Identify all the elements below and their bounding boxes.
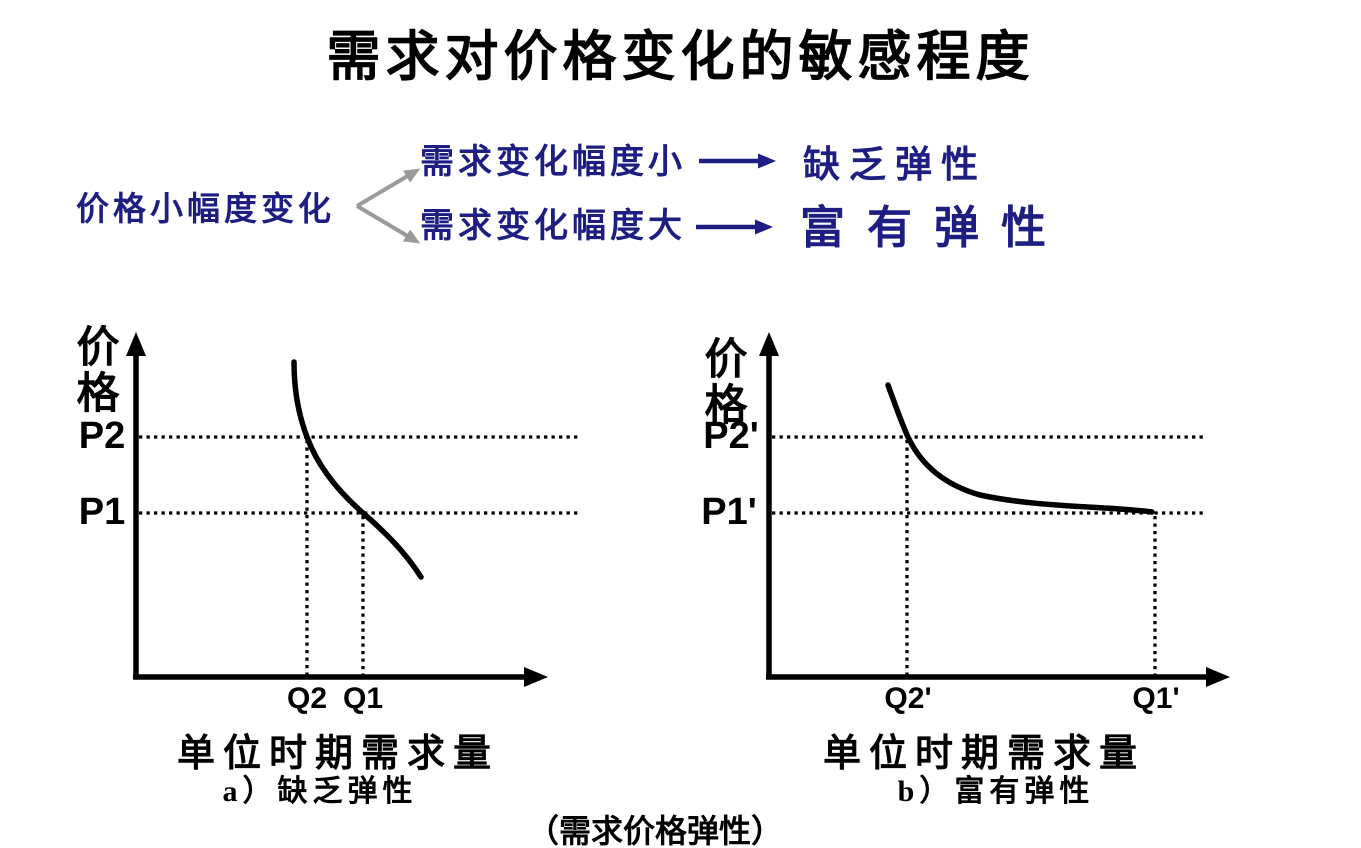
left-x-axis-caption: 单位时期需求量 xyxy=(176,733,499,775)
left-demand-curve xyxy=(291,359,424,580)
flow-result-elastic: 富有弹性 xyxy=(800,203,1069,253)
right-q1-label: Q1' xyxy=(1132,682,1180,715)
left-q2-label: Q2 xyxy=(286,682,328,715)
left-chart-graphics xyxy=(126,332,580,687)
flow-source-label: 价格小幅度变化 xyxy=(76,192,335,228)
right-demand-curve xyxy=(885,382,1155,515)
right-p2-label: P2' xyxy=(703,415,759,457)
left-q1-label: Q1 xyxy=(342,682,384,715)
right-x-axis-caption: 单位时期需求量 xyxy=(822,733,1145,775)
slide-footnote: （需求价格弹性） xyxy=(526,813,783,848)
left-p1-label: P1 xyxy=(78,491,126,533)
right-y-axis-label: 价格 xyxy=(704,337,748,431)
flow-fork-arrows xyxy=(355,168,421,244)
right-chart-graphics xyxy=(759,332,1230,687)
fork-upper-arrow xyxy=(355,168,421,208)
left-y-axis-label: 价格 xyxy=(76,325,120,419)
fork-lower-arrow xyxy=(355,204,421,244)
left-chart-caption: a）缺乏弹性 xyxy=(222,775,418,808)
slide-title: 需求对价格变化的敏感程度 xyxy=(326,27,1035,87)
right-q2-label: Q2' xyxy=(884,682,932,715)
right-p1-label: P1' xyxy=(701,491,757,533)
flow-result-arrows xyxy=(696,153,776,235)
flow-condition-large: 需求变化幅度大 xyxy=(420,208,686,245)
flow-result-inelastic: 缺乏弹性 xyxy=(803,145,987,186)
flow-condition-small: 需求变化幅度小 xyxy=(420,144,686,181)
left-p2-label: P2 xyxy=(78,415,126,457)
right-chart-caption: b）富有弹性 xyxy=(897,775,1095,808)
